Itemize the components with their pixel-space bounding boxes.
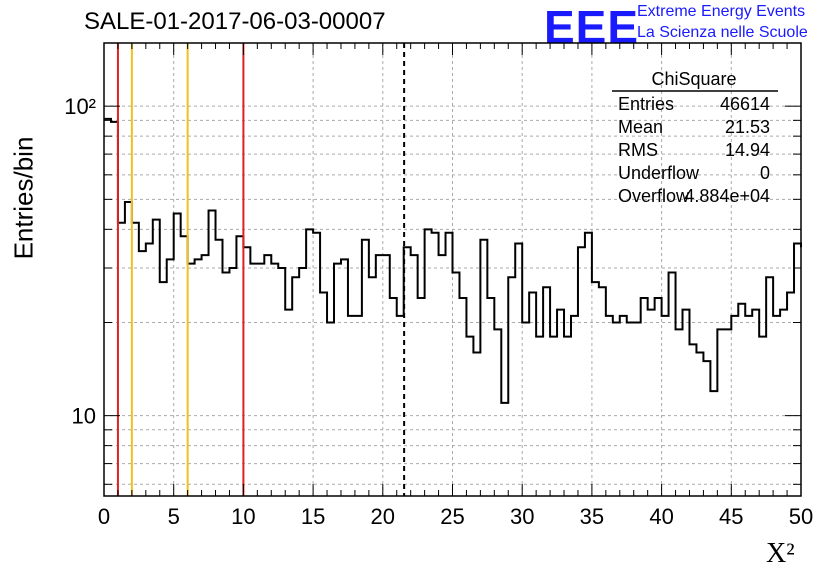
eee-logo: EEE xyxy=(544,1,640,53)
histogram-series xyxy=(104,117,802,404)
logo-line-2: La Scienza nelle Scuole xyxy=(637,24,808,41)
stats-label: Underflow xyxy=(618,163,700,183)
x-tick-label: 35 xyxy=(580,504,604,529)
x-tick-label: 20 xyxy=(371,504,395,529)
x-tick-label: 10 xyxy=(231,504,255,529)
x-tick-label: 0 xyxy=(98,504,110,529)
stats-value: 0 xyxy=(760,163,770,183)
stats-value: 46614 xyxy=(720,94,770,114)
x-tick-label: 45 xyxy=(719,504,743,529)
logo-line-1: Extreme Energy Events xyxy=(637,3,806,20)
stats-title: ChiSquare xyxy=(651,69,736,89)
stats-label: Entries xyxy=(618,94,674,114)
y-tick-label: 10² xyxy=(64,94,96,119)
x-axis-label: X² xyxy=(766,538,795,569)
stats-label: RMS xyxy=(618,140,658,160)
chart-title: SALE-01-2017-06-03-00007 xyxy=(84,8,386,35)
stats-value: 14.94 xyxy=(725,140,770,160)
x-tick-label: 40 xyxy=(649,504,673,529)
stats-label: Mean xyxy=(618,117,663,137)
x-tick-label: 5 xyxy=(168,504,180,529)
x-tick-label: 30 xyxy=(510,504,534,529)
stats-label: Overflow xyxy=(618,186,690,206)
x-tick-label: 25 xyxy=(440,504,464,529)
stats-value: 4.884e+04 xyxy=(684,186,770,206)
y-tick-label: 10 xyxy=(72,404,96,429)
x-tick-label: 50 xyxy=(789,504,813,529)
x-tick-label: 15 xyxy=(301,504,325,529)
stats-value: 21.53 xyxy=(725,117,770,137)
